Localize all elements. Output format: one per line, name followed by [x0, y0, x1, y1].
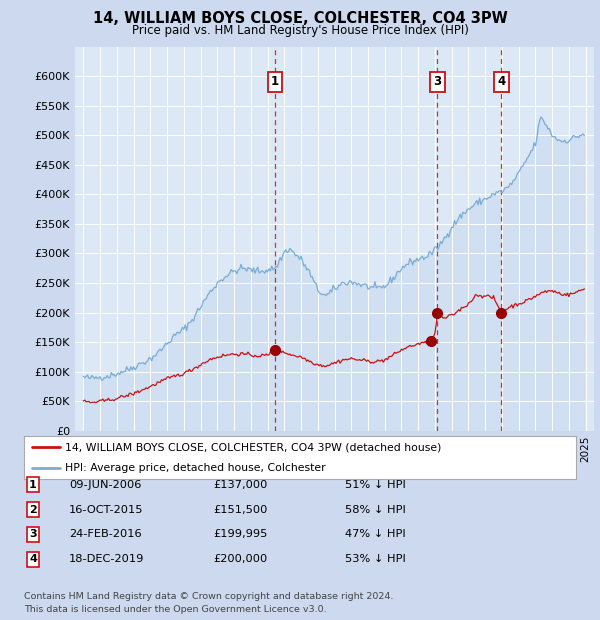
Text: £137,000: £137,000 [213, 480, 268, 490]
Text: 58% ↓ HPI: 58% ↓ HPI [345, 505, 406, 515]
Text: 51% ↓ HPI: 51% ↓ HPI [345, 480, 406, 490]
Text: 53% ↓ HPI: 53% ↓ HPI [345, 554, 406, 564]
Text: 1: 1 [29, 480, 37, 490]
Text: £151,500: £151,500 [213, 505, 268, 515]
Text: 18-DEC-2019: 18-DEC-2019 [69, 554, 145, 564]
Text: 3: 3 [433, 76, 442, 89]
Text: Price paid vs. HM Land Registry's House Price Index (HPI): Price paid vs. HM Land Registry's House … [131, 24, 469, 37]
Text: Contains HM Land Registry data © Crown copyright and database right 2024.: Contains HM Land Registry data © Crown c… [24, 592, 394, 601]
Text: 3: 3 [29, 529, 37, 539]
Text: This data is licensed under the Open Government Licence v3.0.: This data is licensed under the Open Gov… [24, 604, 326, 614]
Text: 14, WILLIAM BOYS CLOSE, COLCHESTER, CO4 3PW: 14, WILLIAM BOYS CLOSE, COLCHESTER, CO4 … [92, 11, 508, 26]
Text: £199,995: £199,995 [213, 529, 268, 539]
Text: £200,000: £200,000 [213, 554, 267, 564]
Text: 4: 4 [29, 554, 37, 564]
Text: HPI: Average price, detached house, Colchester: HPI: Average price, detached house, Colc… [65, 463, 326, 473]
Text: 24-FEB-2016: 24-FEB-2016 [69, 529, 142, 539]
Text: 1: 1 [271, 76, 279, 89]
Text: 14, WILLIAM BOYS CLOSE, COLCHESTER, CO4 3PW (detached house): 14, WILLIAM BOYS CLOSE, COLCHESTER, CO4 … [65, 442, 442, 452]
Text: 4: 4 [497, 76, 506, 89]
Text: 2: 2 [29, 505, 37, 515]
Text: 16-OCT-2015: 16-OCT-2015 [69, 505, 143, 515]
Text: 09-JUN-2006: 09-JUN-2006 [69, 480, 142, 490]
Text: 47% ↓ HPI: 47% ↓ HPI [345, 529, 406, 539]
